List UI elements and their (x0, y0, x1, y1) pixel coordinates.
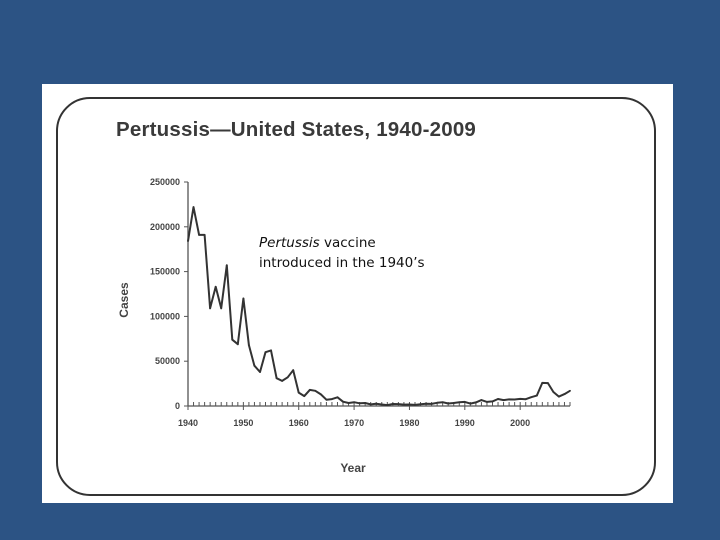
data-point (236, 343, 239, 346)
data-point (358, 402, 361, 405)
data-point (546, 382, 549, 384)
x-tick-label: 1960 (289, 418, 309, 428)
y-axis: 250000 200000 150000 100000 50000 0 (150, 177, 189, 411)
chart-title: Pertussis—United States, 1940-2009 (116, 118, 477, 141)
data-point (198, 233, 200, 236)
data-point (497, 398, 499, 400)
data-point (231, 338, 234, 341)
data-point (209, 307, 212, 310)
data-point (447, 402, 450, 405)
data-point (463, 400, 466, 403)
annotation-italic: Pertussis (259, 235, 320, 251)
y-tick-label: 200000 (150, 222, 180, 232)
data-point (552, 391, 555, 393)
x-tick-label: 1970 (344, 418, 364, 428)
data-point (297, 391, 300, 394)
data-point (452, 402, 455, 404)
data-point (325, 398, 328, 401)
data-point (397, 403, 400, 406)
data-point (364, 402, 367, 404)
data-point (524, 398, 527, 401)
data-point (480, 399, 483, 401)
data-point (535, 394, 538, 397)
data-point (286, 376, 289, 379)
series-line (187, 206, 571, 407)
data-point (408, 403, 411, 406)
data-point (558, 395, 560, 398)
x-axis-label: Year (340, 461, 366, 475)
data-point (419, 403, 422, 406)
data-point (425, 402, 427, 405)
y-tick-label: 250000 (150, 177, 180, 187)
x-tick-label: 1990 (455, 418, 475, 428)
data-point (347, 402, 350, 404)
annotation-line-1: Pertussis vaccine (259, 233, 425, 253)
data-point (292, 369, 295, 372)
y-tick-label: 0 (175, 401, 180, 411)
data-point (541, 381, 544, 384)
data-point (380, 403, 383, 406)
annotation-line-2: introduced in the 1940’s (259, 255, 425, 271)
x-tick-label: 1940 (178, 418, 198, 428)
data-point (247, 344, 250, 346)
data-point (391, 403, 394, 405)
y-tick-label: 100000 (150, 311, 180, 321)
data-point (508, 398, 511, 401)
data-point (430, 403, 433, 405)
data-point (458, 401, 461, 404)
data-point (253, 364, 256, 367)
data-point (513, 398, 516, 401)
data-point (502, 399, 505, 401)
data-point (342, 400, 344, 403)
data-point (220, 307, 223, 310)
slide-panel (42, 84, 673, 503)
annotation-line1-rest: vaccine (319, 235, 376, 251)
data-point (314, 389, 317, 392)
data-point (203, 233, 206, 236)
data-point (375, 402, 378, 405)
data-point (386, 404, 389, 407)
data-point (530, 396, 533, 399)
data-point (403, 403, 405, 406)
data-point (353, 401, 355, 404)
data-point (519, 398, 522, 400)
data-point (214, 285, 217, 288)
x-tick-label: 1980 (399, 418, 419, 428)
data-point (303, 395, 306, 398)
data-point (436, 401, 439, 404)
data-point (242, 297, 245, 300)
data-point (486, 400, 488, 403)
data-point (414, 404, 416, 406)
data-point (491, 400, 494, 403)
data-point (308, 388, 311, 391)
data-point (187, 240, 189, 243)
data-point (441, 401, 444, 404)
data-point (569, 389, 571, 392)
data-point (369, 403, 372, 406)
chart-frame (56, 97, 656, 496)
data-point (336, 396, 339, 399)
data-point (319, 393, 322, 396)
data-point (474, 401, 477, 404)
data-point (192, 206, 195, 208)
data-point (275, 377, 278, 380)
y-tick-label: 150000 (150, 267, 180, 277)
vaccine-annotation: Pertussis vaccine introduced in the 1940… (259, 233, 425, 273)
data-point (331, 398, 333, 401)
data-point (563, 393, 566, 395)
series-layer (187, 206, 571, 407)
y-tick-label: 50000 (155, 356, 180, 366)
data-point (259, 371, 261, 373)
data-point (281, 380, 284, 382)
data-point (264, 351, 267, 354)
data-point (469, 402, 472, 405)
x-tick-label: 1950 (233, 418, 253, 428)
x-tick-label: 2000 (510, 418, 530, 428)
x-axis: 1940 1950 1960 1970 1980 1990 2000 (178, 402, 571, 428)
y-axis-label: Cases (117, 282, 131, 318)
data-point (225, 264, 228, 267)
data-point (270, 349, 272, 352)
